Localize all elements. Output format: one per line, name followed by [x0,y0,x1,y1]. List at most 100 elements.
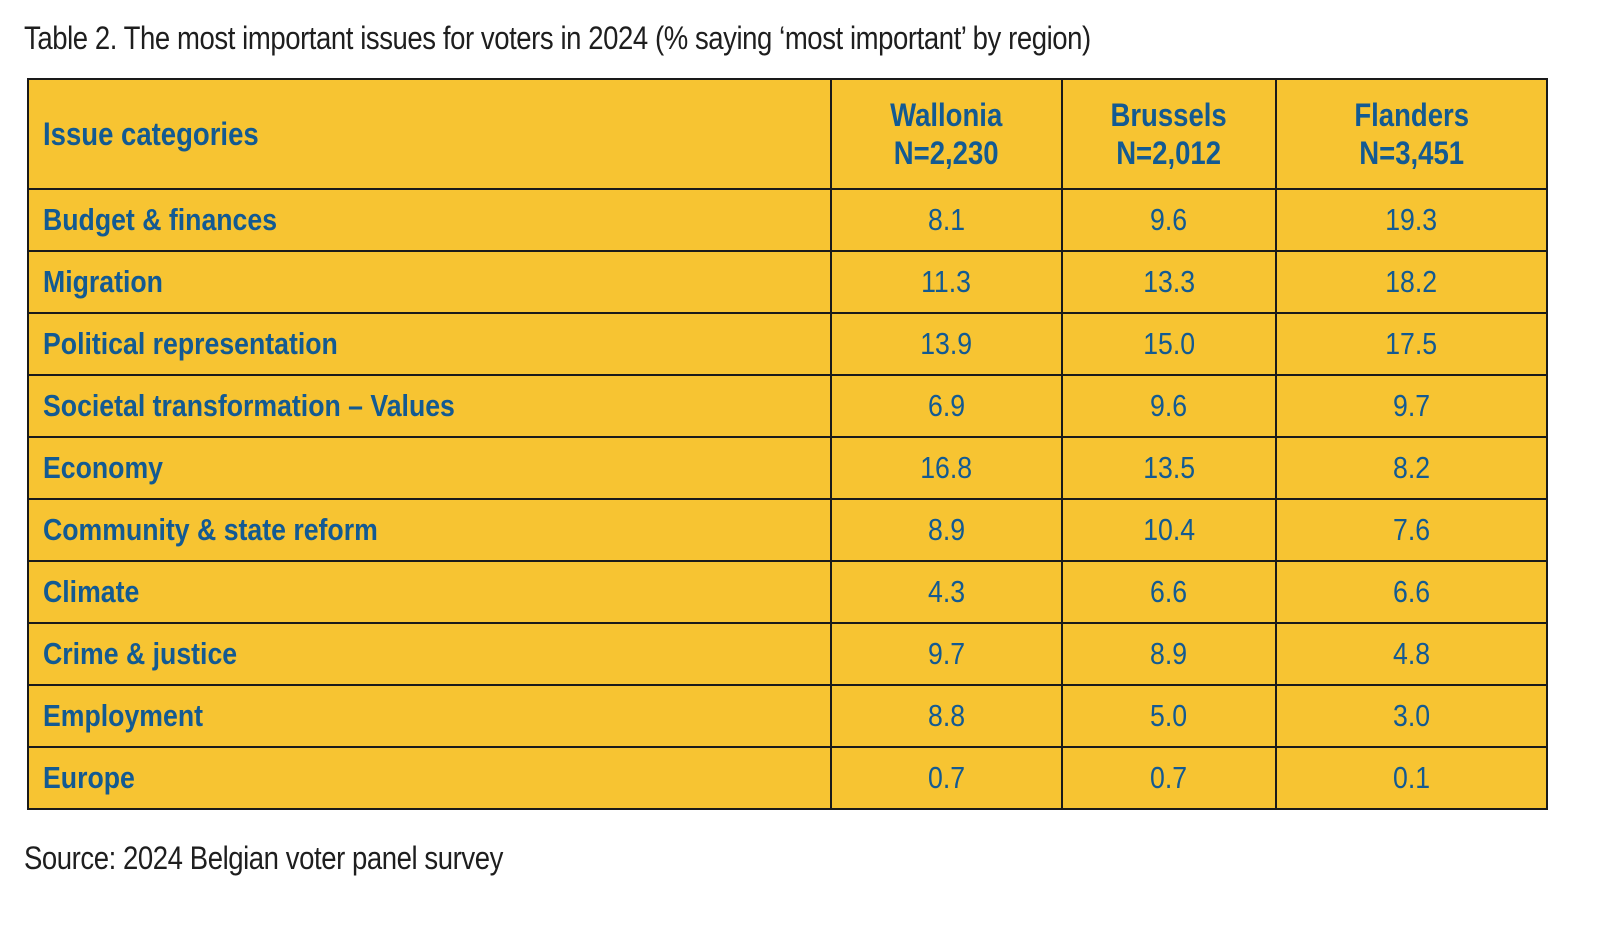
cell-value-flanders: 18.2 [1275,250,1548,314]
cell-value-brussels: 10.4 [1061,498,1277,562]
cell-value-text: 4.3 [927,574,966,609]
cell-value-text: 13.9 [920,326,973,361]
cell-value-brussels: 13.3 [1061,250,1277,314]
cell-value-text: 0.1 [1392,760,1431,795]
cell-value-wallonia: 0.7 [830,746,1063,810]
row-issue-label: Societal transformation – Values [27,374,832,438]
header-region-name: Brussels [1110,97,1228,133]
cell-value-wallonia: 11.3 [830,250,1063,314]
cell-value-text: 11.3 [921,264,972,299]
cell-value-flanders: 3.0 [1275,684,1548,748]
row-issue-label: Economy [27,436,832,500]
header-brussels: Brussels N=2,012 [1061,78,1277,190]
table-row: Climate 4.3 6.6 6.6 [27,560,1548,624]
cell-value-text: 9.6 [1150,202,1188,237]
cell-value-text: 17.5 [1385,326,1438,361]
cell-value-flanders: 9.7 [1275,374,1548,438]
cell-value-text: 8.8 [927,698,966,733]
table-row: Migration 11.3 13.3 18.2 [27,250,1548,314]
header-wallonia: Wallonia N=2,230 [830,78,1063,190]
cell-value-brussels: 8.9 [1061,622,1277,686]
cell-value-brussels: 5.0 [1061,684,1277,748]
cell-value-text: 19.3 [1385,202,1438,237]
cell-value-text: 6.6 [1150,574,1188,609]
cell-value-text: 9.7 [927,636,966,671]
row-issue-label: Migration [27,250,832,314]
issues-table: Issue categories Wallonia N=2,230 Brussel… [27,78,1548,810]
cell-value-text: 15.0 [1143,326,1195,361]
cell-value-brussels: 9.6 [1061,374,1277,438]
table-row: Europe 0.7 0.7 0.1 [27,746,1548,810]
cell-value-text: 9.6 [1150,388,1188,423]
table-caption: Table 2. The most important issues for v… [24,20,1091,56]
header-region-name: Wallonia [890,97,1003,133]
cell-value-brussels: 6.6 [1061,560,1277,624]
row-issue-label-text: Societal transformation – Values [43,388,455,423]
cell-value-text: 3.0 [1392,698,1431,733]
cell-value-brussels: 0.7 [1061,746,1277,810]
table-row: Societal transformation – Values 6.9 9.6 9.… [27,374,1548,438]
cell-value-text: 6.9 [927,388,966,423]
header-issue-categories: Issue categories [27,78,832,190]
table-row: Political representation 13.9 15.0 17.5 [27,312,1548,376]
header-flanders: Flanders N=3,451 [1275,78,1548,190]
source-note: Source: 2024 Belgian voter panel survey [24,840,503,876]
cell-value-wallonia: 9.7 [830,622,1063,686]
cell-value-wallonia: 13.9 [830,312,1063,376]
cell-value-text: 8.2 [1392,450,1431,485]
row-issue-label-text: Migration [43,264,163,299]
row-issue-label: Employment [27,684,832,748]
row-issue-label-text: Employment [43,698,203,733]
row-issue-label-text: Crime & justice [43,636,238,671]
header-sample-size: N=2,012 [1116,135,1222,171]
cell-value-flanders: 6.6 [1275,560,1548,624]
header-sample-size: N=3,451 [1359,135,1464,171]
cell-value-text: 13.3 [1143,264,1195,299]
row-issue-label: Climate [27,560,832,624]
header-label-text: Issue categories [43,116,259,152]
cell-value-wallonia: 16.8 [830,436,1063,500]
row-issue-label: Europe [27,746,832,810]
cell-value-text: 8.9 [927,512,966,547]
cell-value-brussels: 15.0 [1061,312,1277,376]
table-row: Community & state reform 8.9 10.4 7.6 [27,498,1548,562]
issues-table-container: Issue categories Wallonia N=2,230 Brussel… [27,78,1548,810]
row-issue-label: Crime & justice [27,622,832,686]
cell-value-text: 5.0 [1150,698,1188,733]
cell-value-flanders: 0.1 [1275,746,1548,810]
cell-value-brussels: 13.5 [1061,436,1277,500]
table-row: Crime & justice 9.7 8.9 4.8 [27,622,1548,686]
row-issue-label-text: Climate [43,574,140,609]
cell-value-wallonia: 8.9 [830,498,1063,562]
row-issue-label-text: Political representation [43,326,338,361]
cell-value-flanders: 17.5 [1275,312,1548,376]
cell-value-text: 13.5 [1143,450,1195,485]
cell-value-wallonia: 6.9 [830,374,1063,438]
header-sample-size: N=2,230 [894,135,999,171]
cell-value-text: 8.9 [1150,636,1188,671]
cell-value-text: 16.8 [920,450,973,485]
row-issue-label-text: Budget & finances [43,202,278,237]
header-region-name: Flanders [1354,97,1469,133]
cell-value-text: 10.4 [1143,512,1195,547]
cell-value-text: 9.7 [1392,388,1431,423]
cell-value-brussels: 9.6 [1061,188,1277,252]
cell-value-wallonia: 8.1 [830,188,1063,252]
cell-value-text: 7.6 [1392,512,1431,547]
cell-value-wallonia: 8.8 [830,684,1063,748]
table-row: Budget & finances 8.1 9.6 19.3 [27,188,1548,252]
table-body: Budget & finances 8.1 9.6 19.3 Migration 11.3… [27,188,1548,810]
table-row: Economy 16.8 13.5 8.2 [27,436,1548,500]
row-issue-label: Budget & finances [27,188,832,252]
table-row: Employment 8.8 5.0 3.0 [27,684,1548,748]
cell-value-flanders: 8.2 [1275,436,1548,500]
cell-value-text: 18.2 [1385,264,1438,299]
cell-value-flanders: 4.8 [1275,622,1548,686]
row-issue-label: Political representation [27,312,832,376]
row-issue-label-text: Community & state reform [43,512,378,547]
cell-value-flanders: 19.3 [1275,188,1548,252]
cell-value-flanders: 7.6 [1275,498,1548,562]
row-issue-label-text: Economy [43,450,163,485]
cell-value-text: 8.1 [927,202,966,237]
cell-value-text: 0.7 [927,760,966,795]
